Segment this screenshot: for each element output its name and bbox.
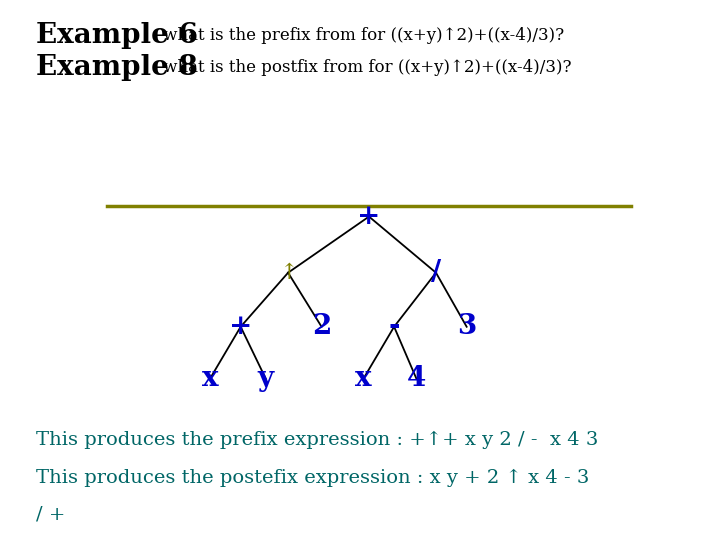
Text: 2: 2: [312, 313, 331, 340]
Text: 3: 3: [457, 313, 476, 340]
Text: This produces the prefix expression : +↑+ x y 2 / -  x 4 3: This produces the prefix expression : +↑…: [36, 431, 598, 449]
Text: what is the prefix from for ((x+y)↑2)+((x-4)/3)?: what is the prefix from for ((x+y)↑2)+((…: [158, 26, 564, 44]
Text: x: x: [355, 365, 372, 392]
Text: Example 6: Example 6: [36, 22, 198, 49]
Text: +: +: [357, 203, 381, 230]
Text: what is the postfix from for ((x+y)↑2)+((x-4)/3)?: what is the postfix from for ((x+y)↑2)+(…: [158, 59, 572, 76]
Text: x: x: [202, 365, 218, 392]
Text: /: /: [431, 259, 441, 286]
Text: y: y: [258, 365, 274, 392]
Text: -: -: [388, 313, 400, 340]
Text: Example 8: Example 8: [36, 54, 198, 81]
Text: +: +: [229, 313, 252, 340]
Text: / +: / +: [36, 505, 66, 523]
Text: ↑: ↑: [279, 262, 297, 284]
Text: This produces the postefix expression : x y + 2 ↑ x 4 - 3: This produces the postefix expression : …: [36, 469, 590, 487]
Text: 4: 4: [407, 365, 426, 392]
